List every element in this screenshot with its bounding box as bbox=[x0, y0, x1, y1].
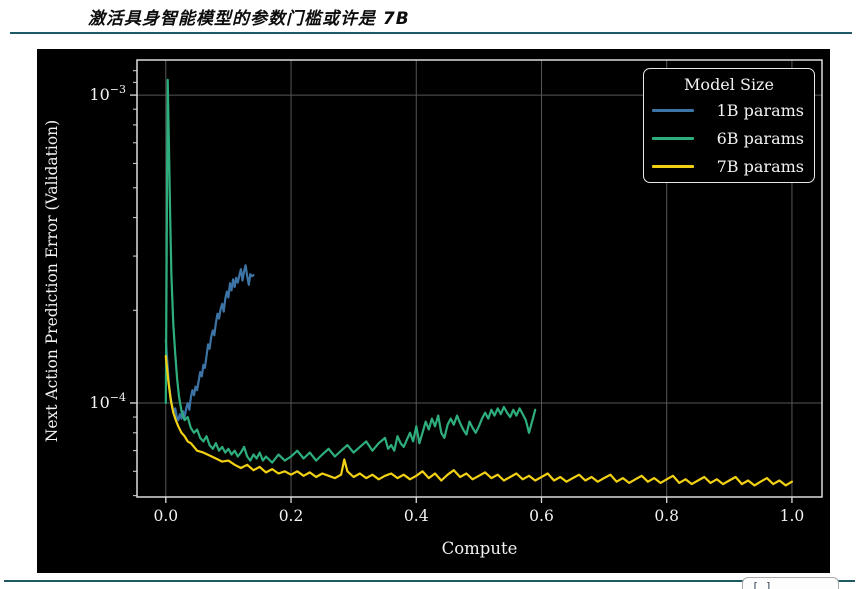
x-tick-label: 0.4 bbox=[404, 507, 429, 525]
citation-label: [ ] bbox=[752, 580, 772, 589]
legend-item-6b-params: 6B params bbox=[644, 124, 814, 152]
page-title: 激活具身智能模型的参数门槛或许是 7B bbox=[88, 9, 410, 29]
y-tick-label: 10−3 bbox=[89, 83, 126, 104]
figure: 0.0 0.2 0.4 0.6 0.8 1.0 10−3 10−4 Compute Next Ac… bbox=[37, 49, 830, 573]
legend-swatch bbox=[652, 164, 694, 168]
x-tick-label: 1.0 bbox=[780, 507, 805, 525]
legend-label: 7B params bbox=[716, 156, 804, 176]
legend-label: 6B params bbox=[716, 128, 804, 148]
line-1b-params bbox=[164, 264, 255, 422]
bottom-divider-line bbox=[4, 580, 855, 582]
y-tick-label: 10−4 bbox=[89, 391, 126, 412]
legend-label: 1B params bbox=[716, 100, 804, 120]
legend-swatch bbox=[652, 108, 694, 112]
x-tick-label: 0.8 bbox=[654, 507, 679, 525]
line-7b-params bbox=[164, 355, 794, 487]
legend: Model Size 1B params 6B params 7B params bbox=[643, 68, 815, 183]
title-divider-line bbox=[10, 32, 852, 34]
x-tick-label: 0.2 bbox=[279, 507, 304, 525]
legend-item-7b-params: 7B params bbox=[644, 152, 814, 180]
legend-swatch bbox=[652, 136, 694, 140]
y-axis-label: Next Action Prediction Error (Validation… bbox=[43, 120, 61, 442]
line-6b-params bbox=[164, 78, 537, 464]
series-lines bbox=[164, 78, 794, 487]
x-tick-label: 0.0 bbox=[153, 507, 178, 525]
x-tick-label: 0.6 bbox=[529, 507, 554, 525]
legend-title: Model Size bbox=[684, 75, 774, 94]
x-axis-label: Compute bbox=[442, 539, 518, 558]
legend-item-1b-params: 1B params bbox=[644, 96, 814, 124]
citation-box[interactable]: [ ] bbox=[742, 577, 839, 589]
